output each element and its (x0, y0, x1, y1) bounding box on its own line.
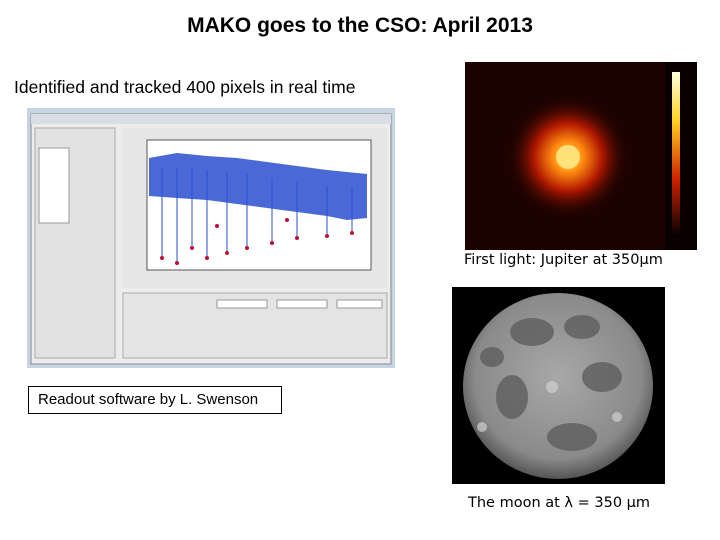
subtitle: Identified and tracked 400 pixels in rea… (14, 77, 356, 97)
software-screenshot (27, 108, 395, 368)
slide-title: MAKO goes to the CSO: April 2013 (187, 14, 533, 37)
moon-image (452, 287, 665, 484)
jupiter-caption: First light: Jupiter at 350μm (464, 252, 663, 268)
credit-label: Readout software by L. Swenson (28, 386, 282, 414)
moon-caption: The moon at λ = 350 μm (468, 495, 651, 511)
jupiter-image (465, 62, 697, 250)
